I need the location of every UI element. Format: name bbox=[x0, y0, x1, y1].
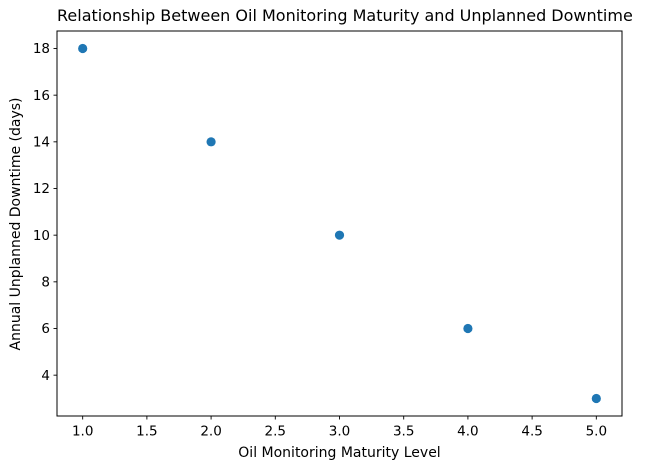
chart-title: Relationship Between Oil Monitoring Matu… bbox=[57, 6, 633, 25]
y-tick-label: 6 bbox=[41, 321, 50, 337]
x-axis-label: Oil Monitoring Maturity Level bbox=[238, 445, 441, 461]
data-point bbox=[463, 323, 473, 334]
x-tick-label: 1.0 bbox=[72, 424, 93, 440]
y-tick-label: 18 bbox=[33, 41, 50, 57]
y-tick-label: 8 bbox=[41, 275, 50, 291]
x-tick-label: 2.0 bbox=[200, 424, 221, 440]
y-tick-label: 14 bbox=[33, 135, 50, 151]
y-tick-label: 12 bbox=[33, 181, 50, 197]
x-tick-label: 4.5 bbox=[521, 424, 542, 440]
x-tick-label: 5.0 bbox=[586, 424, 607, 440]
y-tick-label: 10 bbox=[33, 228, 50, 244]
y-axis-label: Annual Unplanned Downtime (days) bbox=[8, 97, 24, 351]
data-point bbox=[78, 43, 88, 54]
plot-frame bbox=[56, 30, 623, 417]
x-tick-label: 3.0 bbox=[329, 424, 350, 440]
y-tick-label: 16 bbox=[33, 88, 50, 104]
x-tick-label: 1.5 bbox=[136, 424, 157, 440]
data-point bbox=[206, 137, 216, 147]
data-point bbox=[591, 393, 601, 404]
x-tick-label: 3.5 bbox=[393, 424, 414, 440]
y-tick-label: 4 bbox=[41, 368, 50, 384]
x-tick-label: 4.0 bbox=[457, 424, 478, 440]
data-point bbox=[334, 230, 345, 240]
x-tick-label: 2.5 bbox=[265, 424, 286, 440]
